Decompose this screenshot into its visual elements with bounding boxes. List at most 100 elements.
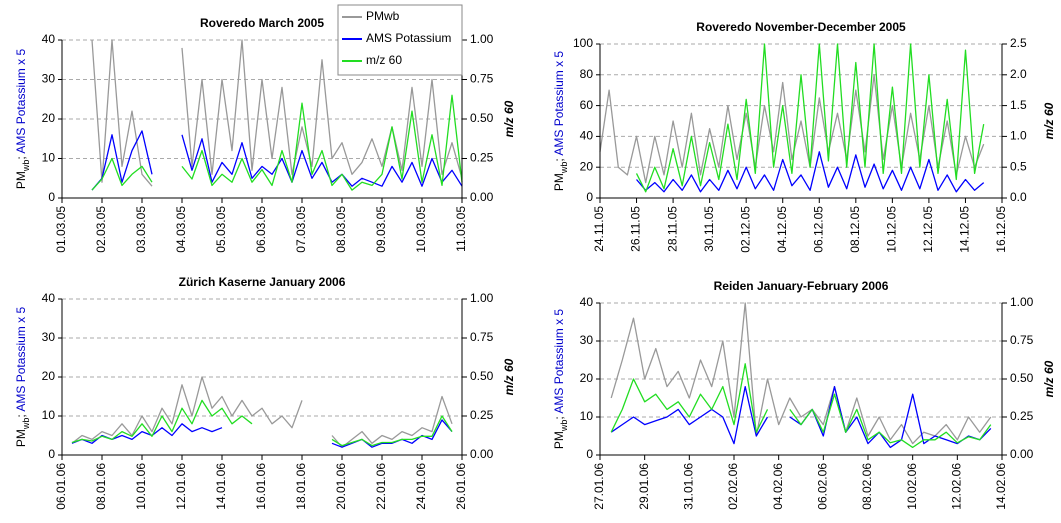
x-tick-label: 27.01.06	[592, 463, 606, 510]
series-line	[610, 363, 992, 449]
y-tick-label: 40	[42, 32, 56, 46]
x-tick-label: 02.03.05	[94, 206, 108, 253]
y-axis-label: PMwb; AMS Potassium x 5	[14, 307, 31, 448]
series-line	[71, 376, 453, 448]
series-line	[636, 151, 985, 193]
y2-tick-label: 0.00	[470, 190, 494, 204]
y-label-main: PM	[552, 431, 566, 449]
y2-tick-label: 1.5	[1010, 98, 1027, 112]
y-label-colored: AMS Potassium x 5	[14, 307, 28, 412]
x-tick-label: 12.01.06	[174, 463, 188, 510]
y-tick-label: 0	[48, 190, 55, 204]
y2-tick-label: 0.0	[1010, 190, 1027, 204]
y2-tick-label: 0.00	[470, 447, 494, 461]
y-tick-label: 100	[573, 36, 593, 50]
x-tick-label: 06.01.06	[54, 463, 68, 510]
x-tick-label: 24.11.05	[592, 206, 606, 252]
series-line	[71, 399, 453, 447]
x-tick-label: 10.01.06	[134, 463, 148, 510]
chart-title: Reiden January-February 2006	[714, 279, 889, 293]
y2-axis-label: m/z 60	[1042, 102, 1056, 139]
x-tick-label: 22.01.06	[374, 463, 388, 510]
x-tick-label: 14.02.06	[994, 463, 1008, 510]
y-label-sep: ;	[14, 154, 28, 160]
x-tick-label: 08.01.06	[94, 463, 108, 510]
x-tick-label: 10.02.06	[905, 463, 919, 510]
x-tick-label: 08.02.06	[860, 463, 874, 510]
y-tick-label: 20	[580, 159, 594, 173]
y-label-sep: ;	[552, 414, 566, 420]
x-tick-label: 30.11.05	[702, 206, 716, 252]
y2-tick-label: 0.5	[1010, 159, 1027, 173]
series-line	[91, 39, 463, 187]
y2-tick-label: 1.0	[1010, 129, 1027, 143]
y2-tick-label: 0.25	[470, 151, 494, 165]
y2-tick-label: 0.50	[470, 111, 494, 125]
y-label-colored: AMS Potassium x 5	[14, 49, 28, 154]
y2-tick-label: 0.50	[470, 369, 494, 383]
y-tick-label: 10	[580, 409, 594, 423]
y2-tick-label: 0.25	[1010, 409, 1034, 423]
x-tick-label: 08.12.05	[848, 206, 862, 253]
y-tick-label: 0	[48, 447, 55, 461]
x-tick-label: 26.11.05	[629, 206, 643, 252]
x-tick-label: 09.03.05	[374, 206, 388, 253]
y-label-main: PM	[14, 171, 28, 189]
y-tick-label: 20	[42, 111, 56, 125]
y-label-sep: ;	[14, 412, 28, 418]
y2-tick-label: 1.00	[470, 291, 494, 305]
y-tick-label: 30	[42, 330, 56, 344]
x-tick-label: 06.03.05	[254, 206, 268, 253]
x-tick-label: 01.03.05	[54, 206, 68, 253]
y-tick-label: 40	[580, 129, 594, 143]
y2-tick-label: 0.50	[1010, 371, 1034, 385]
y2-axis-label: m/z 60	[502, 100, 516, 137]
y-tick-label: 30	[580, 333, 594, 347]
x-tick-label: 08.03.05	[334, 206, 348, 253]
x-tick-label: 12.12.05	[921, 206, 935, 253]
x-tick-label: 26.01.06	[454, 463, 468, 510]
y-tick-label: 80	[580, 67, 594, 81]
series-line	[91, 94, 463, 191]
x-tick-label: 31.01.06	[682, 463, 696, 510]
x-tick-label: 18.01.06	[294, 463, 308, 510]
y-axis-label: PMwb; AMS Potassium x 5	[552, 309, 569, 450]
x-tick-label: 10.03.05	[414, 206, 428, 253]
y2-tick-label: 0.75	[1010, 333, 1034, 347]
series-line	[610, 385, 992, 449]
x-tick-label: 29.01.06	[637, 463, 651, 510]
y-label-colored: AMS Potassium x 5	[552, 309, 566, 414]
x-tick-label: 12.02.06	[950, 463, 964, 510]
y-label-sub: wb	[559, 420, 569, 433]
chart-title: Roveredo March 2005	[200, 16, 324, 30]
x-tick-label: 07.03.05	[294, 206, 308, 253]
x-tick-label: 11.03.05	[454, 206, 468, 252]
x-tick-label: 06.02.06	[816, 463, 830, 510]
y-label-sub: wb	[21, 160, 31, 173]
y2-tick-label: 1.00	[470, 32, 494, 46]
x-tick-label: 28.11.05	[665, 206, 679, 252]
y2-tick-label: 2.5	[1010, 36, 1027, 50]
x-tick-label: 20.01.06	[334, 463, 348, 510]
y2-axis-label: m/z 60	[502, 358, 516, 395]
chart-title: Roveredo November-December 2005	[696, 20, 906, 34]
y-label-main: PM	[552, 173, 566, 191]
x-tick-label: 04.02.06	[771, 463, 785, 510]
y2-tick-label: 0.00	[1010, 447, 1034, 461]
series-line	[71, 419, 453, 448]
y2-tick-label: 1.00	[1010, 295, 1034, 309]
y-tick-label: 40	[580, 295, 594, 309]
y-label-sep: ;	[552, 156, 566, 162]
y-label-sub: wb	[559, 162, 569, 175]
y-tick-label: 10	[42, 408, 56, 422]
x-tick-label: 10.12.05	[885, 206, 899, 253]
y-label-main: PM	[14, 429, 28, 447]
y2-tick-label: 0.75	[470, 72, 494, 86]
y-axis-label: PMwb; AMS Potassium x 5	[14, 49, 31, 190]
x-tick-label: 16.12.05	[994, 206, 1008, 253]
y-label-colored: AMS Potassium x 5	[552, 51, 566, 156]
y-tick-label: 20	[42, 369, 56, 383]
y2-tick-label: 0.75	[470, 330, 494, 344]
